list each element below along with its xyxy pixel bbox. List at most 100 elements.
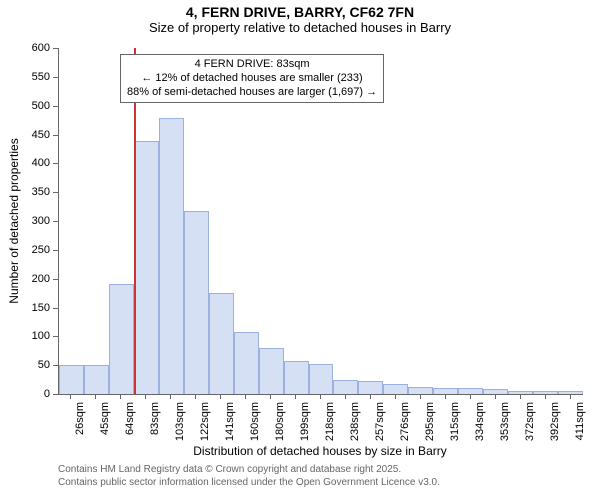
y-tick-label: 400 (0, 157, 50, 169)
histogram-bar (508, 391, 533, 394)
y-tick-label: 350 (0, 186, 50, 198)
x-tick (170, 394, 171, 399)
x-tick (120, 394, 121, 399)
reference-caption: 4 FERN DRIVE: 83sqm ← 12% of detached ho… (120, 54, 384, 103)
x-tick (345, 394, 346, 399)
x-tick (520, 394, 521, 399)
x-tick-label: 315sqm (449, 402, 461, 442)
caption-line-3: 88% of semi-detached houses are larger (… (127, 86, 377, 100)
y-tick (53, 77, 58, 78)
histogram-bar (59, 365, 84, 394)
x-tick-label: 64sqm (124, 402, 136, 442)
histogram-bar (333, 380, 358, 394)
histogram-bar (309, 364, 334, 394)
footer-line-1: Contains HM Land Registry data © Crown c… (58, 464, 440, 477)
x-tick-label: 180sqm (274, 402, 286, 442)
x-tick (445, 394, 446, 399)
y-tick-label: 50 (0, 359, 50, 371)
x-tick (395, 394, 396, 399)
histogram-bar (383, 384, 408, 394)
x-tick-label: 26sqm (74, 402, 86, 442)
y-tick (53, 250, 58, 251)
histogram-bar (184, 211, 209, 394)
footer-line-2: Contains public sector information licen… (58, 477, 440, 490)
y-tick-label: 450 (0, 129, 50, 141)
histogram-bar (84, 365, 109, 394)
histogram-bar (259, 348, 284, 394)
x-tick-label: 141sqm (224, 402, 236, 442)
x-tick-label: 295sqm (424, 402, 436, 442)
x-tick (370, 394, 371, 399)
x-tick-label: 372sqm (524, 402, 536, 442)
x-tick (470, 394, 471, 399)
histogram-bar (433, 388, 458, 394)
y-tick-label: 150 (0, 302, 50, 314)
x-tick-label: 160sqm (249, 402, 261, 442)
y-tick-label: 300 (0, 215, 50, 227)
x-tick (420, 394, 421, 399)
y-tick (53, 135, 58, 136)
chart-title: 4, FERN DRIVE, BARRY, CF62 7FN (0, 4, 600, 20)
x-tick (295, 394, 296, 399)
x-tick-label: 334sqm (474, 402, 486, 442)
x-tick-label: 276sqm (399, 402, 411, 442)
x-tick-label: 199sqm (299, 402, 311, 442)
y-tick (53, 365, 58, 366)
x-tick (70, 394, 71, 399)
y-tick-label: 550 (0, 71, 50, 83)
y-tick (53, 221, 58, 222)
histogram-bar (159, 118, 184, 394)
x-tick (545, 394, 546, 399)
histogram-bar (134, 141, 159, 394)
y-tick-label: 250 (0, 244, 50, 256)
x-axis-label: Distribution of detached houses by size … (193, 444, 446, 458)
histogram-bar (533, 391, 558, 394)
x-tick (270, 394, 271, 399)
histogram-bar (284, 361, 309, 394)
y-tick-label: 500 (0, 100, 50, 112)
x-tick-label: 238sqm (349, 402, 361, 442)
y-tick-label: 200 (0, 273, 50, 285)
histogram-bar (558, 391, 583, 394)
x-tick (495, 394, 496, 399)
chart-container: 4, FERN DRIVE, BARRY, CF62 7FN Size of p… (0, 4, 600, 504)
x-tick (95, 394, 96, 399)
histogram-bar (209, 293, 234, 394)
histogram-bar (109, 284, 134, 394)
caption-line-2: ← 12% of detached houses are smaller (23… (127, 72, 377, 86)
caption-line-1: 4 FERN DRIVE: 83sqm (127, 58, 377, 72)
chart-subtitle: Size of property relative to detached ho… (0, 20, 600, 35)
y-tick-label: 600 (0, 42, 50, 54)
y-tick (53, 163, 58, 164)
histogram-bar (408, 387, 433, 394)
x-tick-label: 218sqm (324, 402, 336, 442)
histogram-bar (234, 332, 259, 394)
y-tick (53, 308, 58, 309)
x-tick-label: 45sqm (99, 402, 111, 442)
y-tick (53, 394, 58, 395)
x-tick-label: 353sqm (499, 402, 511, 442)
x-tick-label: 103sqm (174, 402, 186, 442)
y-tick (53, 336, 58, 337)
y-tick-label: 100 (0, 330, 50, 342)
y-tick (53, 192, 58, 193)
x-tick (320, 394, 321, 399)
x-tick (570, 394, 571, 399)
x-tick (195, 394, 196, 399)
footer-attribution: Contains HM Land Registry data © Crown c… (58, 464, 440, 489)
x-tick-label: 392sqm (549, 402, 561, 442)
x-tick-label: 257sqm (374, 402, 386, 442)
x-tick (145, 394, 146, 399)
x-tick-label: 122sqm (199, 402, 211, 442)
histogram-bar (483, 389, 508, 394)
x-tick (245, 394, 246, 399)
y-tick (53, 48, 58, 49)
y-tick (53, 106, 58, 107)
y-tick-label: 0 (0, 388, 50, 400)
histogram-bar (358, 381, 383, 394)
x-tick-label: 83sqm (149, 402, 161, 442)
x-tick-label: 411sqm (574, 402, 586, 442)
y-tick (53, 279, 58, 280)
histogram-bar (458, 388, 483, 394)
x-tick (220, 394, 221, 399)
